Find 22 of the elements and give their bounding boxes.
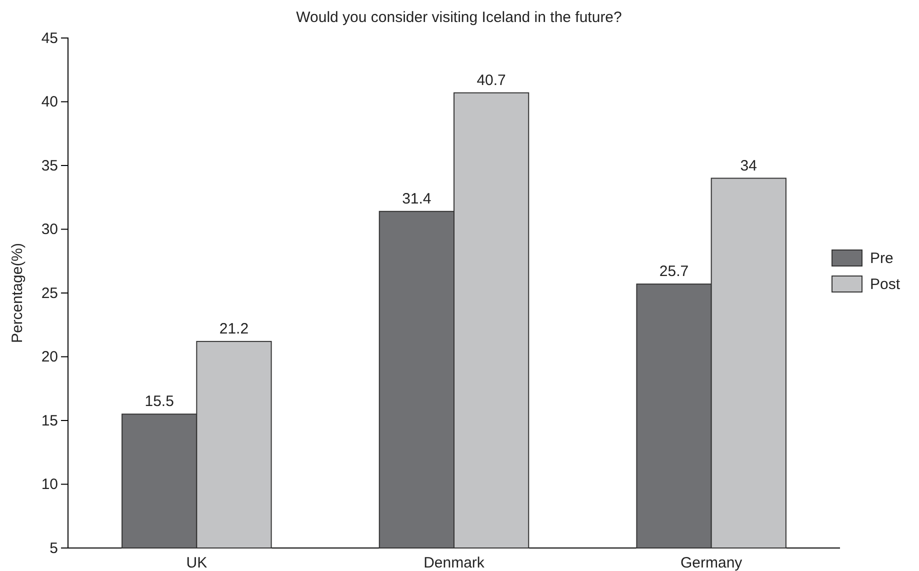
- x-tick-label: UK: [186, 554, 208, 571]
- y-axis-title: Percentage(%): [9, 242, 26, 344]
- x-tick-label: Denmark: [424, 554, 485, 571]
- y-tick-label: 45: [41, 30, 58, 47]
- data-label: 40.7: [476, 72, 506, 89]
- data-label: 34: [740, 157, 757, 174]
- y-tick-label: 40: [41, 94, 58, 111]
- y-tick-label: 15: [41, 412, 58, 430]
- chart-title: Would you consider visiting Iceland in the future?: [296, 9, 622, 26]
- y-tick-label: 20: [41, 348, 58, 366]
- data-label: 25.7: [659, 263, 689, 280]
- x-tick-label: Germany: [680, 554, 743, 571]
- y-tick-label: 35: [41, 157, 58, 174]
- legend-label: Post: [870, 276, 901, 293]
- y-tick-label: 30: [41, 221, 58, 238]
- data-label: 31.4: [402, 190, 432, 208]
- data-label: 15.5: [144, 393, 174, 410]
- y-tick-label: 25: [41, 284, 58, 302]
- y-tick-label: 10: [41, 476, 58, 494]
- legend-label: Pre: [870, 250, 894, 267]
- data-label: 21.2: [219, 320, 249, 338]
- y-tick-label: 5: [50, 540, 58, 557]
